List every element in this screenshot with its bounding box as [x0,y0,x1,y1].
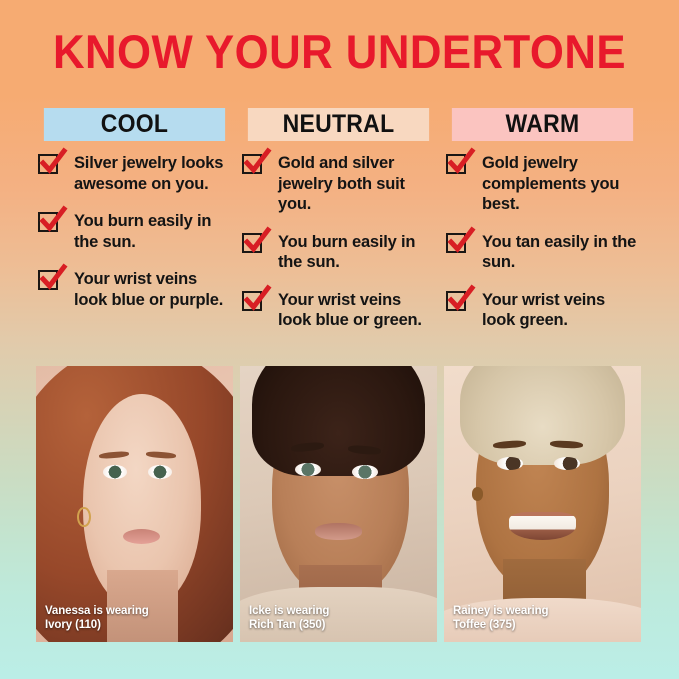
checklist-item[interactable]: Silver jewelry looks awesome on you. [36,147,233,194]
eye-right [352,465,378,480]
checklist-item-label: You burn easily in the sun. [278,232,416,272]
checklist-item-label: Gold and silver jewelry both suit you. [278,154,405,213]
collar [240,586,437,642]
photo-caption-line2: Ivory (110) [45,618,101,631]
checkbox-checked-icon[interactable] [446,283,476,311]
checklist-item[interactable]: Your wrist veins look green. [444,283,641,331]
checkbox-checked-icon[interactable] [446,225,476,253]
checklist-warm: Gold jewelry complements you best. You t… [444,147,641,331]
checklist-item-label: Silver jewelry looks awesome on you. [74,154,224,193]
eye-left [102,465,127,480]
checkbox-checked-icon[interactable] [242,225,272,253]
collar [444,597,641,642]
eye-right [148,465,172,480]
photo-caption: Icke is wearing Rich Tan (350) [249,605,329,632]
checklist-item[interactable]: Gold and silver jewelry both suit you. [240,147,437,215]
column-neutral: NEUTRAL Gold and silver jewelry both sui… [240,108,437,331]
checklist-item-label: Gold jewelry complements you best. [482,154,620,213]
column-cool: COOL Silver jewelry looks awesome on you… [36,108,233,331]
column-warm: WARM Gold jewelry complements you best. … [444,108,641,331]
checklist-item-label: You tan easily in the sun. [482,232,637,272]
undertone-columns: COOL Silver jewelry looks awesome on you… [36,108,643,331]
checkbox-checked-icon[interactable] [38,205,68,232]
photo-caption-line1: Icke is wearing [249,605,330,617]
checklist-item-label: Your wrist veins look green. [482,290,606,330]
photo-caption: Vanessa is wearing Ivory (110) [45,605,149,632]
checklist-item-label: Your wrist veins look blue or green. [278,290,422,330]
model-photo-vanessa: Vanessa is wearing Ivory (110) [36,366,233,642]
checklist-item[interactable]: Gold jewelry complements you best. [444,147,641,215]
checkbox-checked-icon[interactable] [446,147,476,174]
checklist-item[interactable]: You burn easily in the sun. [36,205,233,252]
checklist-item[interactable]: You burn easily in the sun. [240,225,437,273]
lips [122,528,161,544]
column-header-neutral: NEUTRAL [247,108,430,141]
eye-left [497,457,523,470]
checkbox-checked-icon[interactable] [242,147,272,174]
checklist-item-label: Your wrist veins look blue or purple. [74,270,224,309]
eye-right [554,457,580,470]
earring [471,487,484,502]
column-header-cool: COOL [43,108,226,141]
checkbox-checked-icon[interactable] [242,283,272,311]
model-photo-row: Vanessa is wearing Ivory (110) Icke is w… [36,366,643,642]
checklist-item[interactable]: Your wrist veins look blue or green. [240,283,437,331]
earring [77,506,92,528]
column-header-warm: WARM [451,108,634,141]
checklist-cool: Silver jewelry looks awesome on you. You… [36,147,233,310]
page-title: KNOW YOUR UNDERTONE [52,25,627,78]
checkbox-checked-icon[interactable] [38,263,68,290]
model-photo-icke: Icke is wearing Rich Tan (350) [240,366,437,642]
photo-caption: Rainey is wearing Toffee (375) [453,605,549,632]
lips [314,523,363,540]
checklist-item[interactable]: You tan easily in the sun. [444,225,641,273]
model-photo-rainey: Rainey is wearing Toffee (375) [444,366,641,642]
smile [509,512,576,540]
photo-caption-line2: Rich Tan (350) [249,618,326,631]
checklist-neutral: Gold and silver jewelry both suit you. Y… [240,147,437,331]
photo-caption-line1: Vanessa is wearing [45,605,149,617]
checklist-item-label: You burn easily in the sun. [74,212,212,251]
hair [459,366,626,466]
photo-caption-line1: Rainey is wearing [453,605,549,617]
photo-caption-line2: Toffee (375) [453,618,516,631]
checklist-item[interactable]: Your wrist veins look blue or purple. [36,263,233,310]
hair [251,366,426,477]
eye-left [295,462,321,477]
checkbox-checked-icon[interactable] [38,147,68,174]
neck [106,570,178,642]
